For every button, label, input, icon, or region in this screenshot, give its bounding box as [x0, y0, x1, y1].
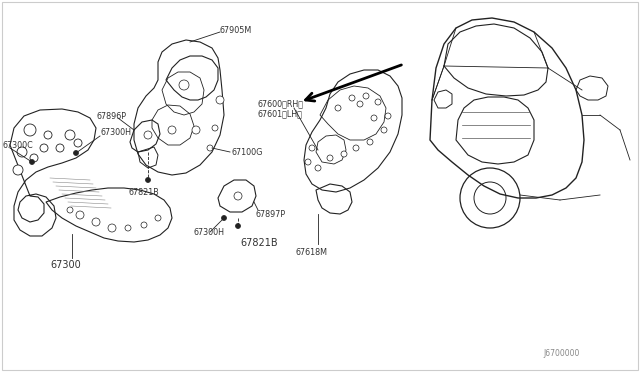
Circle shape [385, 113, 391, 119]
Circle shape [108, 224, 116, 232]
Circle shape [192, 126, 200, 134]
Text: 67821B: 67821B [128, 188, 159, 197]
Circle shape [145, 177, 150, 183]
Circle shape [29, 160, 35, 164]
Circle shape [357, 101, 363, 107]
Text: 67600〈RH〉: 67600〈RH〉 [258, 99, 304, 108]
Circle shape [65, 130, 75, 140]
Text: 67821B: 67821B [240, 238, 278, 248]
Text: 67300H: 67300H [194, 228, 225, 237]
Circle shape [236, 224, 241, 228]
Circle shape [56, 144, 64, 152]
Circle shape [221, 215, 227, 221]
Circle shape [212, 125, 218, 131]
Circle shape [367, 139, 373, 145]
Circle shape [371, 115, 377, 121]
Circle shape [353, 145, 359, 151]
Circle shape [309, 145, 315, 151]
Text: 67897P: 67897P [256, 210, 286, 219]
Text: 67300C: 67300C [2, 141, 33, 150]
Circle shape [24, 124, 36, 136]
Circle shape [216, 96, 224, 104]
Circle shape [207, 145, 213, 151]
Circle shape [341, 151, 347, 157]
Circle shape [30, 154, 38, 162]
Text: 67896P: 67896P [96, 112, 126, 121]
Circle shape [305, 159, 311, 165]
Circle shape [74, 139, 82, 147]
Circle shape [381, 127, 387, 133]
Text: 67300H: 67300H [100, 128, 131, 137]
Circle shape [44, 131, 52, 139]
Circle shape [363, 93, 369, 99]
Text: 67618M: 67618M [296, 248, 328, 257]
Circle shape [168, 126, 176, 134]
Circle shape [349, 95, 355, 101]
Circle shape [76, 211, 84, 219]
Circle shape [40, 144, 48, 152]
Text: J6700000: J6700000 [543, 349, 580, 358]
Circle shape [179, 80, 189, 90]
Circle shape [74, 151, 79, 155]
Circle shape [327, 155, 333, 161]
Text: 67905M: 67905M [220, 26, 252, 35]
Circle shape [125, 225, 131, 231]
Circle shape [67, 207, 73, 213]
Circle shape [315, 165, 321, 171]
Circle shape [155, 215, 161, 221]
Text: 67601〈LH〉: 67601〈LH〉 [258, 109, 303, 118]
Circle shape [92, 218, 100, 226]
Circle shape [17, 147, 27, 157]
Circle shape [141, 222, 147, 228]
Circle shape [144, 131, 152, 139]
Text: 67300: 67300 [50, 260, 81, 270]
Circle shape [375, 99, 381, 105]
Circle shape [234, 192, 242, 200]
Text: 67100G: 67100G [232, 148, 264, 157]
Circle shape [13, 165, 23, 175]
Circle shape [335, 105, 341, 111]
